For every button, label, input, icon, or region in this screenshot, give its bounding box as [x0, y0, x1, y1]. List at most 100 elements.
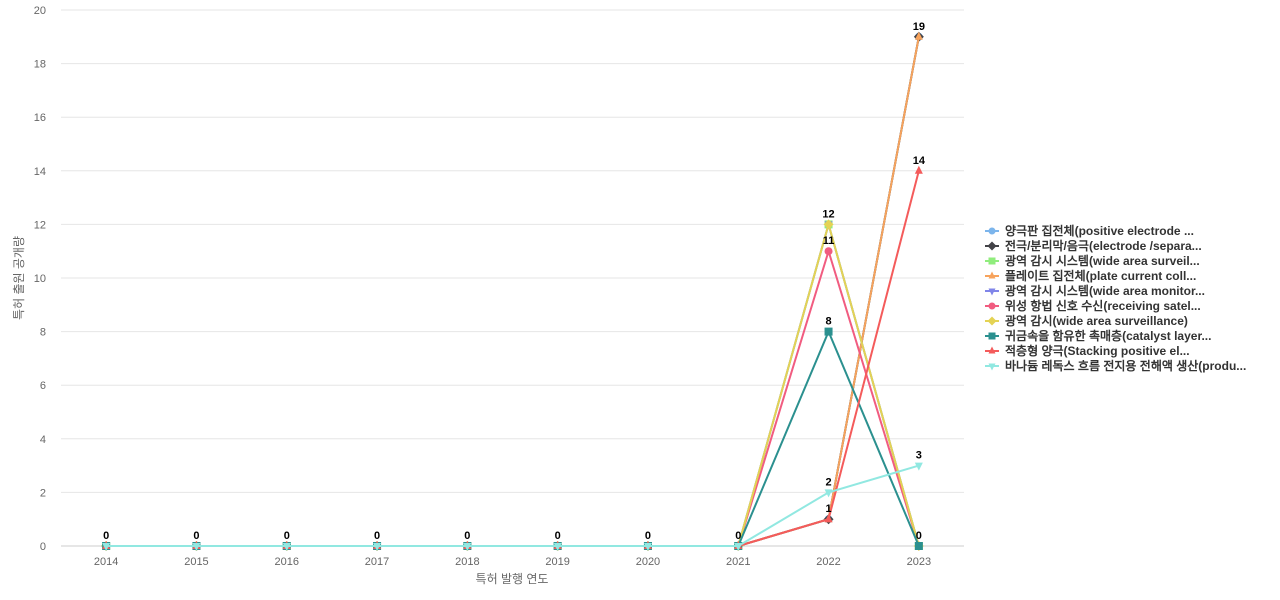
series — [102, 32, 923, 550]
series-point[interactable] — [282, 543, 291, 551]
legend-label: 위성 항법 신호 수신(receiving satel... — [1005, 298, 1201, 313]
data-label: 12 — [822, 208, 834, 220]
series-point[interactable] — [102, 543, 111, 551]
y-tick-label: 18 — [34, 59, 46, 71]
legend-label: 광역 감시(wide area surveillance) — [1005, 313, 1188, 328]
x-axis-title: 특허 발행 연도 — [476, 571, 549, 586]
series-point[interactable] — [823, 219, 834, 230]
x-tick-label: 2017 — [365, 556, 389, 568]
legend-label: 플레이트 집전체(plate current coll... — [1005, 268, 1196, 283]
legend-marker — [988, 271, 996, 279]
series-point[interactable] — [373, 543, 382, 551]
legend-marker — [987, 316, 997, 326]
legend-label: 광역 감시 시스템(wide area surveil... — [1005, 253, 1200, 268]
y-tick-label: 16 — [34, 112, 46, 124]
series-point[interactable] — [553, 543, 562, 551]
series-point[interactable] — [463, 543, 472, 551]
series-point[interactable] — [914, 165, 923, 174]
y-tick-label: 0 — [40, 541, 46, 553]
series-point[interactable] — [734, 543, 743, 551]
data-label: 0 — [103, 530, 109, 542]
series-line[interactable] — [106, 36, 920, 547]
legend-item[interactable]: 전극/분리막/음극(electrode /separa... — [985, 238, 1202, 253]
data-label: 11 — [823, 235, 835, 247]
y-tick-label: 20 — [34, 5, 46, 17]
series-point[interactable] — [914, 462, 923, 471]
legend-marker — [988, 346, 996, 354]
x-tick-label: 2023 — [907, 556, 931, 568]
data-labels: 0 0 0 0 0 0 0 0 12 11 8 2 1 19 14 3 0 — [103, 21, 926, 542]
legend-item[interactable]: 바나듐 레독스 흐름 전지용 전해액 생산(produ... — [985, 358, 1246, 373]
y-tick-label: 14 — [34, 166, 46, 178]
data-label: 2 — [825, 476, 831, 488]
data-label: 1 — [825, 503, 831, 515]
legend-marker — [988, 257, 996, 265]
legend-item[interactable]: 귀금속을 함유한 촉매층(catalyst layer... — [985, 328, 1211, 343]
legend-item[interactable]: 광역 감시(wide area surveillance) — [985, 313, 1188, 328]
legend-item[interactable]: 광역 감시 시스템(wide area monitor... — [985, 283, 1205, 298]
legend-item[interactable]: 위성 항법 신호 수신(receiving satel... — [985, 298, 1201, 313]
y-tick-label: 4 — [40, 434, 46, 446]
series-line[interactable] — [106, 170, 920, 547]
legend-item[interactable]: 플레이트 집전체(plate current coll... — [985, 268, 1196, 283]
data-label: 0 — [374, 530, 380, 542]
series — [102, 165, 923, 549]
series-line[interactable] — [106, 36, 920, 547]
series — [102, 220, 923, 551]
legend-label: 적층형 양극(Stacking positive el... — [1005, 343, 1190, 358]
series-point[interactable] — [914, 31, 923, 40]
series — [102, 462, 923, 551]
x-tick-label: 2021 — [726, 556, 750, 568]
legend-marker — [988, 288, 996, 296]
legend-marker — [988, 302, 996, 310]
legend-label: 광역 감시 시스템(wide area monitor... — [1005, 283, 1205, 298]
data-label: 19 — [913, 21, 925, 33]
legend-label: 귀금속을 함유한 촉매층(catalyst layer... — [1005, 328, 1211, 343]
series-point[interactable] — [914, 542, 923, 550]
legend-marker — [988, 363, 996, 371]
y-axis-ticks: 0 2 4 6 8 10 12 14 16 18 20 — [34, 5, 46, 553]
x-tick-label: 2015 — [184, 556, 208, 568]
legend-label: 양극판 집전체(positive electrode ... — [1005, 223, 1194, 238]
data-label: 0 — [735, 530, 741, 542]
series — [101, 31, 924, 551]
x-tick-label: 2019 — [545, 556, 569, 568]
data-label: 0 — [916, 530, 922, 542]
data-label: 0 — [284, 530, 290, 542]
data-label: 0 — [193, 530, 199, 542]
x-tick-label: 2016 — [275, 556, 299, 568]
legend-label: 바나듐 레독스 흐름 전지용 전해액 생산(produ... — [1005, 358, 1246, 373]
y-tick-label: 10 — [34, 273, 46, 285]
y-tick-label: 8 — [40, 327, 46, 339]
series-line[interactable] — [106, 247, 920, 547]
series-point[interactable] — [824, 489, 833, 498]
legend-item[interactable]: 적층형 양극(Stacking positive el... — [985, 343, 1190, 358]
series-point[interactable] — [192, 543, 201, 551]
x-tick-label: 2020 — [636, 556, 660, 568]
y-axis-title: 특허 출원 공개량 — [12, 236, 26, 320]
series-point[interactable] — [824, 247, 833, 256]
legend[interactable]: 양극판 집전체(positive electrode ...전극/분리막/음극(… — [985, 223, 1246, 373]
legend-label: 전극/분리막/음극(electrode /separa... — [1005, 238, 1202, 253]
x-tick-label: 2022 — [816, 556, 840, 568]
series-point[interactable] — [824, 514, 833, 523]
legend-marker — [988, 227, 996, 235]
legend-marker — [988, 332, 996, 340]
y-tick-label: 6 — [40, 380, 46, 392]
legend-marker — [987, 241, 997, 251]
y-tick-label: 12 — [34, 219, 46, 231]
series-point[interactable] — [824, 327, 833, 336]
series-line[interactable] — [106, 464, 920, 547]
x-tick-label: 2018 — [455, 556, 479, 568]
series-line[interactable] — [106, 36, 920, 547]
data-label: 3 — [916, 450, 922, 462]
data-label: 0 — [555, 530, 561, 542]
data-label: 14 — [913, 155, 926, 167]
legend-item[interactable]: 광역 감시 시스템(wide area surveil... — [985, 253, 1200, 268]
legend-item[interactable]: 양극판 집전체(positive electrode ... — [985, 223, 1194, 238]
data-label: 8 — [825, 316, 831, 328]
series-point[interactable] — [643, 543, 652, 551]
grid-lines — [61, 9, 964, 547]
x-axis-ticks: 2014 2015 2016 2017 2018 2019 2020 2021 2022 2023 — [94, 556, 931, 568]
